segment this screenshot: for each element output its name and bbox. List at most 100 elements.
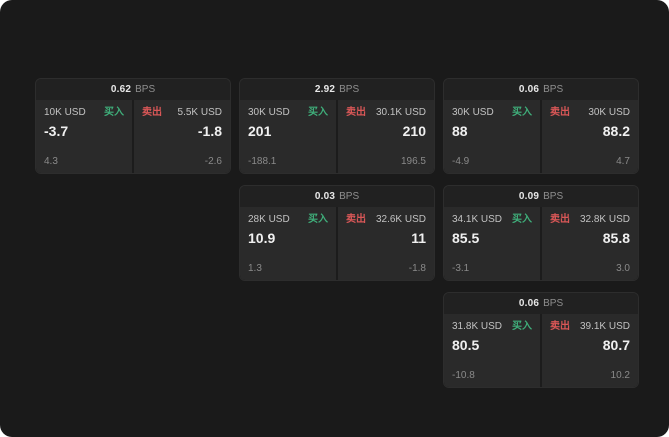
quote-body: 31.8K USD 买入 80.5 -10.8 卖出 39.1K USD 80.… xyxy=(444,314,638,387)
sell-price: 80.7 xyxy=(602,337,630,353)
spread-value: 0.62 xyxy=(110,84,132,95)
quote-card: 0.09 BPS 34.1K USD 买入 85.5 -3.1 卖出 32.8K… xyxy=(443,185,639,281)
sell-delta: 3.0 xyxy=(616,263,630,274)
spread-header: 2.92 BPS xyxy=(240,79,434,100)
buy-panel[interactable]: 34.1K USD 买入 85.5 -3.1 xyxy=(444,207,540,280)
buy-amount: 10K USD xyxy=(44,107,86,118)
sell-price: 210 xyxy=(402,123,426,139)
sell-price: -1.8 xyxy=(197,123,222,139)
buy-amount: 34.1K USD xyxy=(452,214,503,225)
sell-price: 11 xyxy=(411,230,426,246)
quote-body: 28K USD 买入 10.9 1.3 卖出 32.6K USD 11 -1.8 xyxy=(240,207,434,280)
buy-panel-top: 10K USD 买入 xyxy=(44,106,124,119)
spread-header: 0.06 BPS xyxy=(444,293,638,314)
quote-card: 0.03 BPS 28K USD 买入 10.9 1.3 卖出 32.6K US… xyxy=(239,185,435,281)
spread-header: 0.09 BPS xyxy=(444,186,638,207)
buy-delta: -4.9 xyxy=(452,156,470,167)
sell-delta: 10.2 xyxy=(610,370,630,381)
sell-panel-top: 卖出 30K USD xyxy=(550,106,630,119)
sell-amount: 32.6K USD xyxy=(375,214,426,225)
quote-body: 10K USD 买入 -3.7 4.3 卖出 5.5K USD -1.8 -2.… xyxy=(36,100,230,173)
quote-card: 2.92 BPS 30K USD 买入 201 -188.1 卖出 30.1K … xyxy=(239,78,435,174)
sell-panel[interactable]: 卖出 30.1K USD 210 196.5 xyxy=(338,100,434,173)
quote-body: 30K USD 买入 88 -4.9 卖出 30K USD 88.2 4.7 xyxy=(444,100,638,173)
sell-panel[interactable]: 卖出 30K USD 88.2 4.7 xyxy=(542,100,638,173)
buy-panel[interactable]: 30K USD 买入 201 -188.1 xyxy=(240,100,336,173)
buy-delta: -188.1 xyxy=(248,156,277,167)
buy-delta: -3.1 xyxy=(452,263,470,274)
sell-label: 卖出 xyxy=(550,107,570,118)
buy-price: 85.5 xyxy=(452,230,480,246)
buy-panel[interactable]: 30K USD 买入 88 -4.9 xyxy=(444,100,540,173)
sell-delta: -2.6 xyxy=(204,156,222,167)
spread-value: 0.06 xyxy=(518,84,540,95)
sell-panel-top: 卖出 30.1K USD xyxy=(346,106,426,119)
quote-card: 0.62 BPS 10K USD 买入 -3.7 4.3 卖出 5.5K USD xyxy=(35,78,231,174)
spread-unit: BPS xyxy=(135,84,156,95)
quote-card: 0.06 BPS 31.8K USD 买入 80.5 -10.8 卖出 39.1… xyxy=(443,292,639,388)
buy-delta: -10.8 xyxy=(452,370,475,381)
spread-value: 0.06 xyxy=(518,298,540,309)
quote-body: 34.1K USD 买入 85.5 -3.1 卖出 32.8K USD 85.8… xyxy=(444,207,638,280)
buy-panel[interactable]: 31.8K USD 买入 80.5 -10.8 xyxy=(444,314,540,387)
sell-delta: 4.7 xyxy=(616,156,630,167)
sell-amount: 5.5K USD xyxy=(177,107,222,118)
spread-header: 0.03 BPS xyxy=(240,186,434,207)
quote-body: 30K USD 买入 201 -188.1 卖出 30.1K USD 210 1… xyxy=(240,100,434,173)
sell-amount: 39.1K USD xyxy=(579,321,630,332)
sell-amount: 32.8K USD xyxy=(579,214,630,225)
buy-panel-top: 30K USD 买入 xyxy=(248,106,328,119)
buy-label: 买入 xyxy=(308,107,328,118)
spread-unit: BPS xyxy=(339,191,360,202)
buy-panel-top: 31.8K USD 买入 xyxy=(452,320,532,333)
sell-panel-top: 卖出 39.1K USD xyxy=(550,320,630,333)
buy-panel-top: 28K USD 买入 xyxy=(248,213,328,226)
spread-unit: BPS xyxy=(339,84,360,95)
sell-delta: 196.5 xyxy=(400,156,426,167)
buy-label: 买入 xyxy=(512,214,532,225)
sell-delta: -1.8 xyxy=(408,263,426,274)
buy-price: 201 xyxy=(248,123,272,139)
buy-delta: 4.3 xyxy=(44,156,58,167)
buy-label: 买入 xyxy=(512,107,532,118)
spread-unit: BPS xyxy=(543,298,564,309)
buy-panel-top: 34.1K USD 买入 xyxy=(452,213,532,226)
buy-panel-top: 30K USD 买入 xyxy=(452,106,532,119)
buy-panel[interactable]: 10K USD 买入 -3.7 4.3 xyxy=(36,100,132,173)
buy-delta: 1.3 xyxy=(248,263,262,274)
buy-panel[interactable]: 28K USD 买入 10.9 1.3 xyxy=(240,207,336,280)
sell-price: 88.2 xyxy=(602,123,630,139)
buy-amount: 28K USD xyxy=(248,214,290,225)
spread-value: 0.09 xyxy=(518,191,540,202)
buy-amount: 30K USD xyxy=(248,107,290,118)
sell-label: 卖出 xyxy=(346,214,366,225)
sell-price: 85.8 xyxy=(602,230,630,246)
spread-value: 0.03 xyxy=(314,191,336,202)
sell-label: 卖出 xyxy=(142,107,162,118)
buy-label: 买入 xyxy=(512,321,532,332)
buy-price: 10.9 xyxy=(248,230,276,246)
spread-value: 2.92 xyxy=(314,84,336,95)
spread-unit: BPS xyxy=(543,191,564,202)
spread-header: 0.06 BPS xyxy=(444,79,638,100)
sell-panel[interactable]: 卖出 32.6K USD 11 -1.8 xyxy=(338,207,434,280)
sell-panel-top: 卖出 5.5K USD xyxy=(142,106,222,119)
sell-label: 卖出 xyxy=(550,321,570,332)
sell-panel[interactable]: 卖出 32.8K USD 85.8 3.0 xyxy=(542,207,638,280)
spread-header: 0.62 BPS xyxy=(36,79,230,100)
cards-grid: 0.62 BPS 10K USD 买入 -3.7 4.3 卖出 5.5K USD xyxy=(35,78,639,388)
buy-label: 买入 xyxy=(104,107,124,118)
sell-panel[interactable]: 卖出 5.5K USD -1.8 -2.6 xyxy=(134,100,230,173)
sell-label: 卖出 xyxy=(346,107,366,118)
buy-price: 80.5 xyxy=(452,337,480,353)
quote-card: 0.06 BPS 30K USD 买入 88 -4.9 卖出 30K USD xyxy=(443,78,639,174)
sell-panel-top: 卖出 32.8K USD xyxy=(550,213,630,226)
sell-label: 卖出 xyxy=(550,214,570,225)
sell-panel[interactable]: 卖出 39.1K USD 80.7 10.2 xyxy=(542,314,638,387)
sell-amount: 30K USD xyxy=(588,107,630,118)
buy-price: -3.7 xyxy=(44,123,69,139)
buy-amount: 31.8K USD xyxy=(452,321,503,332)
buy-amount: 30K USD xyxy=(452,107,494,118)
spread-unit: BPS xyxy=(543,84,564,95)
